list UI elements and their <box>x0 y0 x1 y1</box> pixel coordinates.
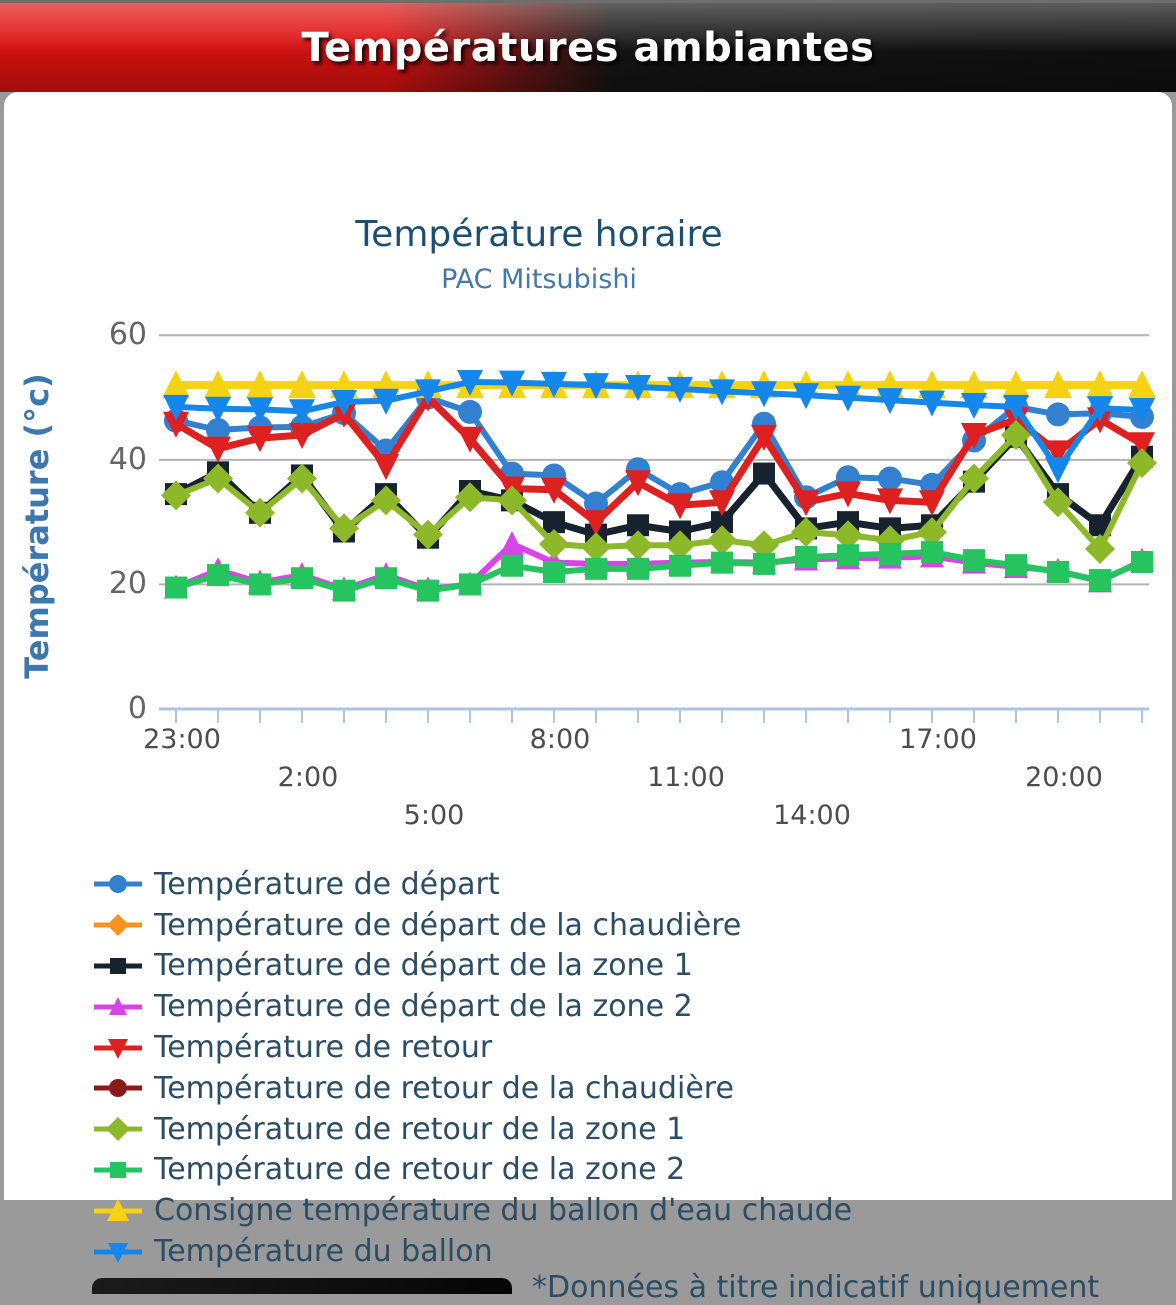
diamond-legend-marker-icon <box>94 914 142 937</box>
legend-item[interactable]: Température du ballon <box>92 1231 852 1272</box>
triangle-up-legend-marker-icon <box>94 996 142 1015</box>
circle-legend-marker-icon <box>94 875 142 894</box>
legend-item[interactable]: Température de retour de la zone 2 <box>92 1150 852 1191</box>
legend-item-label: Température de départ <box>154 866 500 902</box>
legend-item-label: Température de départ de la zone 2 <box>154 989 693 1025</box>
square-legend-marker-icon <box>94 957 142 974</box>
disclaimer-footnote: *Données à titre indicatif uniquement <box>532 1270 1100 1305</box>
y-tick-label: 0 <box>127 691 147 726</box>
line-chart-plot-area <box>159 334 1157 723</box>
y-tick-label: 20 <box>108 566 147 602</box>
x-tick-label: 11:00 <box>647 762 725 793</box>
x-tick-label: 14:00 <box>773 800 851 831</box>
x-tick-label: 23:00 <box>143 724 221 755</box>
chart-legend: Température de départ Température de dépa… <box>92 864 852 1272</box>
square-legend-marker-icon <box>94 1161 142 1178</box>
x-tick-label: 5:00 <box>403 800 465 831</box>
legend-item-label: Température de retour de la zone 2 <box>154 1152 686 1188</box>
x-tick-label: 20:00 <box>1025 762 1103 793</box>
triangle-down-legend-marker-icon <box>94 1038 142 1059</box>
y-tick-label: 60 <box>108 317 147 353</box>
diamond-legend-marker-icon <box>94 1117 142 1142</box>
legend-item[interactable]: Consigne température du ballon d'eau cha… <box>92 1190 852 1231</box>
legend-item-label: Température de retour de la zone 1 <box>154 1111 686 1147</box>
chart-subtitle: PAC Mitsubishi <box>441 264 637 295</box>
triangle-down-legend-marker-icon <box>94 1242 142 1263</box>
legend-item-label: Température de retour <box>154 1030 493 1066</box>
triangle-up-legend-marker-icon <box>94 1198 142 1221</box>
y-tick-label: 40 <box>108 441 147 477</box>
page-header-banner: Températures ambiantes <box>0 0 1176 92</box>
legend-item-label: Température de départ de la zone 1 <box>154 948 693 984</box>
page-title: Températures ambiantes <box>301 24 875 71</box>
legend-item[interactable]: Température de départ de la zone 2 <box>92 986 852 1027</box>
x-tick-label: 17:00 <box>899 724 977 755</box>
x-tick-label: 2:00 <box>277 762 339 793</box>
legend-item-label: Consigne température du ballon d'eau cha… <box>154 1193 853 1229</box>
legend-item[interactable]: Température de départ de la zone 1 <box>92 946 852 987</box>
legend-item[interactable]: Température de départ <box>92 864 852 905</box>
legend-item-label: Température de retour de la chaudière <box>154 1070 734 1106</box>
legend-item[interactable]: Température de retour de la zone 1 <box>92 1109 852 1150</box>
legend-item[interactable]: Température de retour de la chaudière <box>92 1068 852 1109</box>
chart-panel: Température horaire PAC Mitsubishi Tempé… <box>4 92 1172 1305</box>
chart-title: Température horaire <box>355 214 723 255</box>
footer-gradient-bar <box>92 1278 512 1294</box>
legend-item-label: Température de départ de la chaudière <box>154 907 742 943</box>
legend-item-label: Température du ballon <box>154 1234 493 1270</box>
x-tick-label: 8:00 <box>529 724 591 755</box>
circle-legend-marker-icon <box>94 1079 142 1098</box>
legend-item[interactable]: Température de départ de la chaudière <box>92 905 852 946</box>
legend-item[interactable]: Température de retour <box>92 1027 852 1068</box>
